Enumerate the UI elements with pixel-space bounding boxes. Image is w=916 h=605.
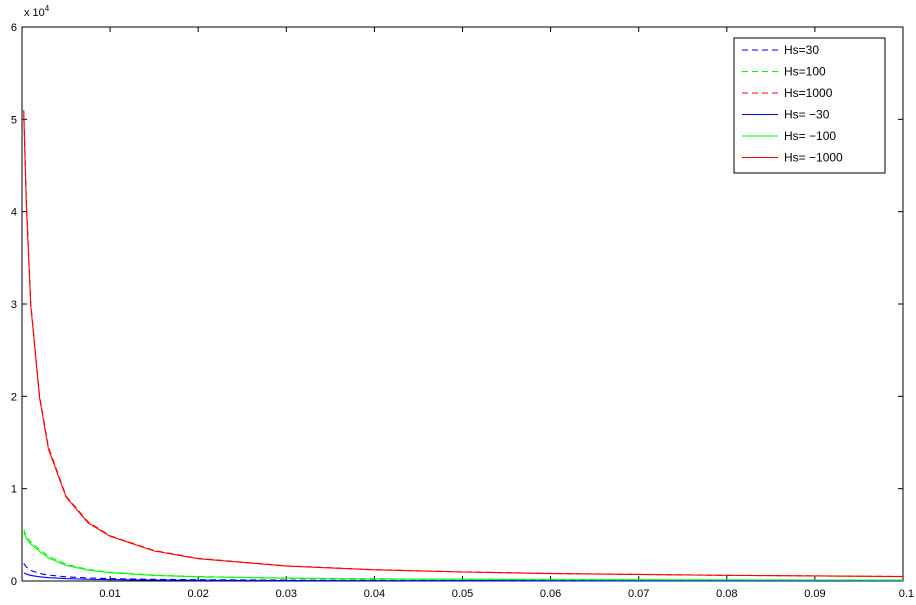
legend-label: Hs=30 [784,43,819,57]
y-tick-label: 1 [11,484,17,496]
y-tick-label: 3 [11,299,17,311]
y-tick-label: 2 [11,391,17,403]
series-line [23,531,904,581]
x-tick-label: 0.05 [452,588,473,600]
x-tick-label: 0.04 [364,588,385,600]
x-tick-label: 0.03 [276,588,297,600]
x-tick-label: 0.02 [187,588,208,600]
legend-box [733,37,886,174]
x-tick-label: 0.01 [99,588,120,600]
x-tick-label: 0.1 [899,588,914,600]
x-tick-label: 0.07 [628,588,649,600]
legend: Hs=30 Hs=100 Hs=1000 Hs= −30 Hs= −100 Hs= −10… [733,37,886,174]
series-lines [23,110,904,582]
y-tick-label: 4 [11,207,17,219]
legend-label: Hs=1000 [784,86,833,100]
x-tick-label: 0.08 [716,588,737,600]
series-line [23,114,904,578]
x-tick-label: 0.09 [804,588,825,600]
y-tick-label: 5 [11,114,17,126]
legend-label: Hs= −1000 [784,151,843,165]
legend-label: Hs= −100 [784,129,836,143]
series-line [23,572,904,582]
y-tick-label: 6 [11,22,17,34]
x-tick-label: 0.06 [540,588,561,600]
y-axis-exponent: x 104 [24,4,50,19]
legend-label: Hs=100 [784,65,826,79]
series-line [23,563,904,582]
y-tick-label: 0 [11,576,17,588]
legend-label: Hs= −30 [784,108,830,122]
